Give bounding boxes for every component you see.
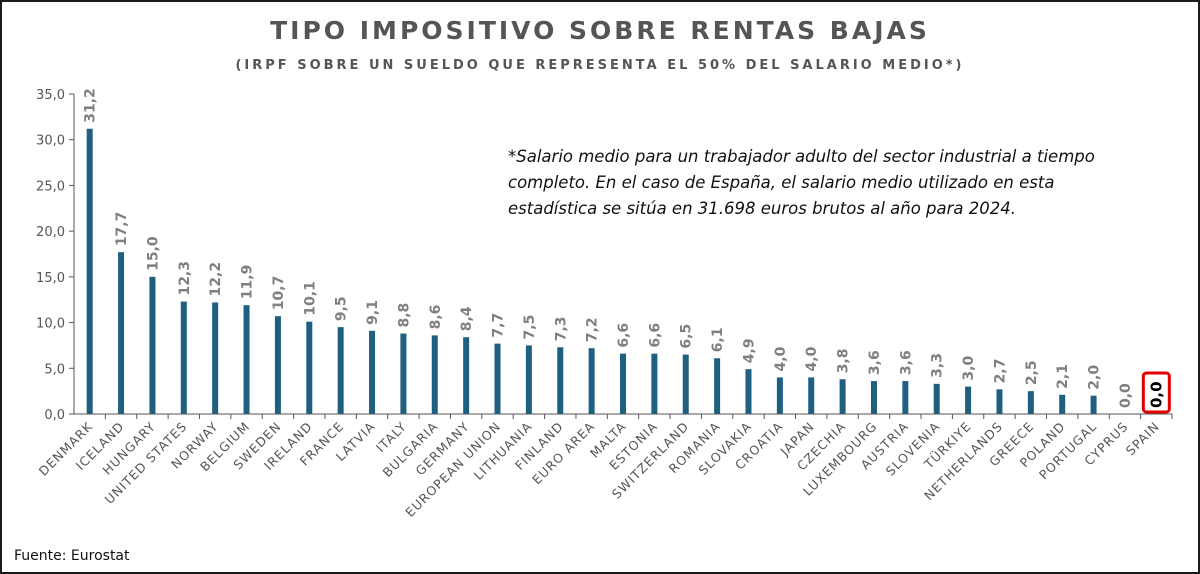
data-label: 2,0 xyxy=(1087,365,1103,390)
bar xyxy=(965,386,972,414)
bar xyxy=(1090,395,1097,414)
bar xyxy=(306,321,313,414)
chart-title: TIPO IMPOSITIVO SOBRE RENTAS BAJAS xyxy=(270,16,930,45)
data-label: 4,0 xyxy=(804,346,820,371)
bar xyxy=(431,335,438,414)
bar xyxy=(86,128,93,414)
bar xyxy=(933,383,940,414)
highlight-box xyxy=(1141,371,1171,414)
bar xyxy=(902,381,909,414)
y-tick-label: 10,0 xyxy=(36,317,65,332)
data-label: 12,2 xyxy=(208,262,224,297)
bar xyxy=(1027,391,1034,414)
source-note: Fuente: Eurostat xyxy=(14,548,130,564)
y-tick-label: 30,0 xyxy=(36,134,65,149)
y-tick-label: 35,0 xyxy=(36,88,65,103)
data-label: 3,8 xyxy=(836,348,852,373)
data-label: 2,5 xyxy=(1024,360,1040,385)
data-label: 3,6 xyxy=(898,350,914,375)
bar xyxy=(212,302,219,414)
data-label: 8,6 xyxy=(428,305,444,330)
data-label: 12,3 xyxy=(177,261,193,296)
chart-subtitle: (IRPF SOBRE UN SUELDO QUE REPRESENTA EL … xyxy=(235,58,965,73)
bar xyxy=(118,252,125,414)
y-tick-label: 0,0 xyxy=(44,408,65,423)
bar xyxy=(1059,394,1066,414)
bar xyxy=(620,353,626,414)
bar xyxy=(714,358,721,414)
bar xyxy=(808,377,815,414)
data-label: 2,1 xyxy=(1055,364,1071,389)
data-label: 3,0 xyxy=(961,356,977,381)
data-label: 7,3 xyxy=(553,316,569,341)
bar xyxy=(870,381,877,414)
data-label: 31,2 xyxy=(83,88,99,123)
footnote: *Salario medio para un trabajador adulto… xyxy=(508,147,1095,218)
bar xyxy=(337,327,344,414)
bar xyxy=(651,353,658,414)
bar xyxy=(400,333,407,414)
bar xyxy=(525,345,532,414)
data-label: 0,0 xyxy=(1147,381,1165,408)
data-label: 6,6 xyxy=(616,323,632,348)
bar xyxy=(682,354,689,414)
data-label: 7,5 xyxy=(522,315,538,340)
data-label: 2,7 xyxy=(992,359,1008,384)
data-label: 15,0 xyxy=(145,236,161,271)
y-tick-label: 5,0 xyxy=(44,362,65,377)
data-label: 6,6 xyxy=(647,323,663,348)
data-label: 3,3 xyxy=(930,353,946,378)
bar xyxy=(839,379,846,414)
bar xyxy=(494,343,501,414)
bar xyxy=(180,301,187,414)
data-label: 8,4 xyxy=(459,306,475,331)
data-label: 17,7 xyxy=(114,212,130,247)
bar xyxy=(274,316,281,414)
data-label: 6,5 xyxy=(679,324,695,349)
data-label: 0,0 xyxy=(1118,383,1134,408)
y-tick-label: 20,0 xyxy=(36,225,65,240)
bar xyxy=(369,330,376,414)
data-label: 7,7 xyxy=(491,313,507,338)
y-tick-label: 15,0 xyxy=(36,271,65,286)
data-label: 9,5 xyxy=(334,296,350,321)
data-label: 7,2 xyxy=(585,317,601,342)
bar xyxy=(996,389,1003,414)
data-label: 10,1 xyxy=(302,281,318,316)
data-label: 4,0 xyxy=(773,346,789,371)
data-label: 10,7 xyxy=(271,276,287,311)
bar xyxy=(588,348,595,414)
y-tick-label: 25,0 xyxy=(36,179,65,194)
data-label: 9,1 xyxy=(365,300,381,325)
bar xyxy=(463,337,470,414)
bar xyxy=(557,347,564,414)
bar xyxy=(243,305,250,414)
x-tick-label: SPAIN xyxy=(1123,419,1163,459)
bar xyxy=(776,377,783,414)
bar xyxy=(149,276,156,414)
data-label: 11,9 xyxy=(240,265,256,300)
data-label: 6,1 xyxy=(710,327,726,352)
data-label: 4,9 xyxy=(741,338,757,363)
bar xyxy=(745,369,752,414)
data-label: 3,6 xyxy=(867,350,883,375)
data-label: 8,8 xyxy=(396,303,412,328)
